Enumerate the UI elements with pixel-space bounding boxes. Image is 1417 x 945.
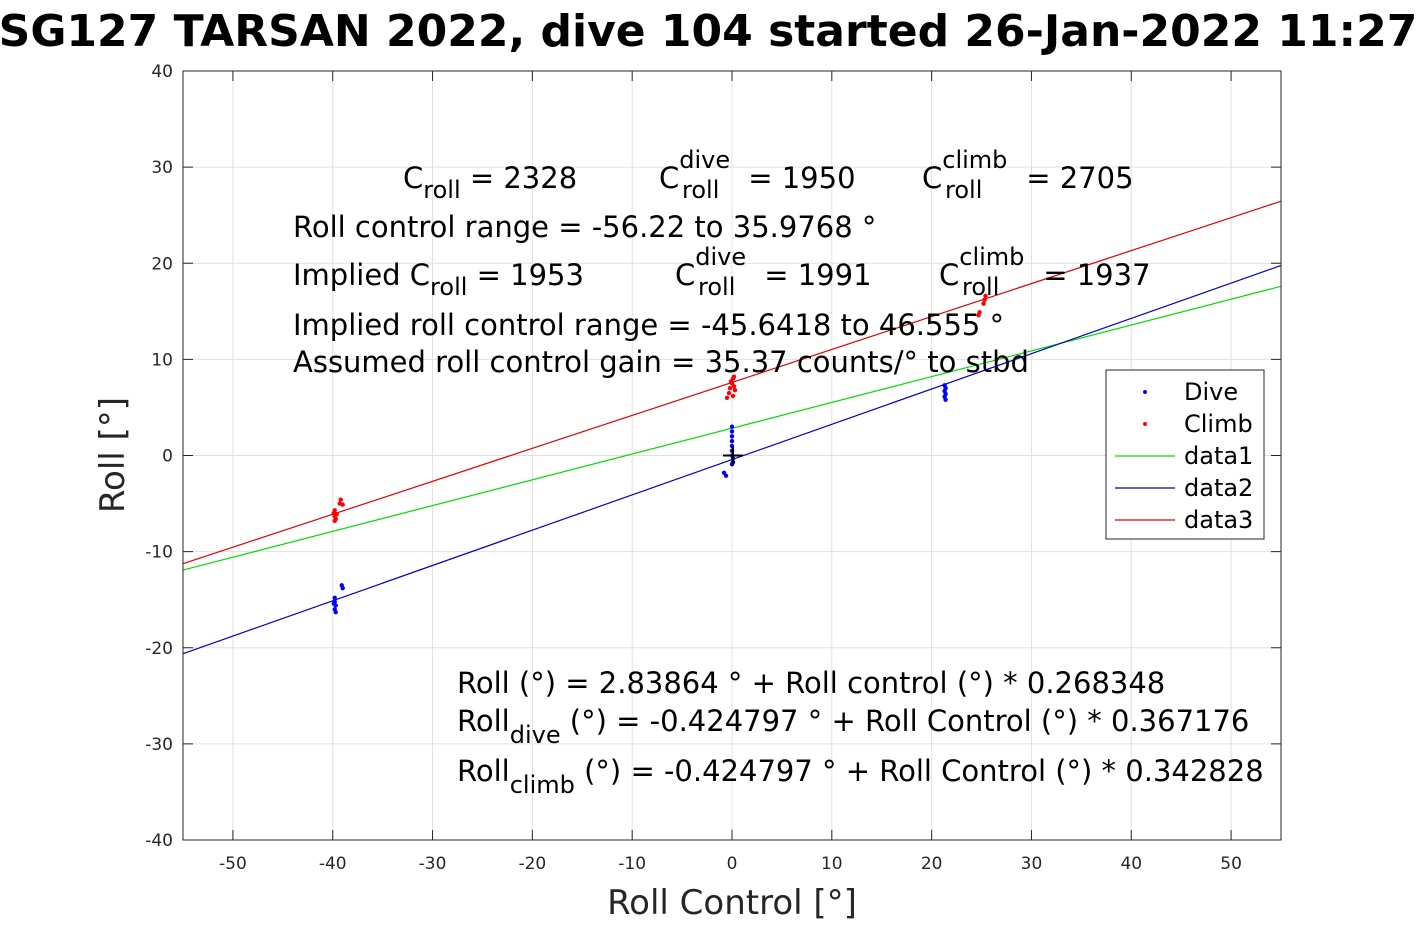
point-dive bbox=[729, 434, 735, 439]
fit-dive-equation: Rolldive (°) = -0.424797 ° + Roll Contro… bbox=[457, 704, 1249, 749]
x-axis-label: Roll Control [°] bbox=[607, 883, 857, 923]
legend-box bbox=[1105, 369, 1265, 540]
y-tick-label: 10 bbox=[151, 350, 173, 370]
c-roll-dive-annotation: Cdive roll = 1950 bbox=[659, 146, 856, 204]
point-dive bbox=[729, 429, 735, 434]
point-climb bbox=[982, 297, 987, 302]
point-climb bbox=[724, 395, 730, 401]
implied-c-roll-climb-annotation: Cclimb roll = 1937 bbox=[939, 243, 1151, 301]
point-climb bbox=[728, 379, 734, 384]
chart-title: SG127 TARSAN 2022, dive 104 started 26-J… bbox=[0, 6, 1417, 57]
x-tick-label: -10 bbox=[618, 854, 646, 874]
c-roll-climb-annotation: Cclimb roll = 2705 bbox=[922, 146, 1134, 204]
point-climb bbox=[332, 518, 337, 524]
point-dive bbox=[729, 438, 735, 444]
point-climb bbox=[731, 374, 737, 379]
point-dive bbox=[723, 473, 729, 478]
point-climb bbox=[731, 384, 737, 389]
point-climb bbox=[981, 301, 986, 306]
x-tick-label: 0 bbox=[727, 854, 738, 874]
fit-all-equation: Roll (°) = 2.83864 ° + Roll control (°) … bbox=[457, 666, 1165, 700]
legend-label-data2: data2 bbox=[1184, 474, 1253, 502]
x-tick-label: -20 bbox=[518, 854, 546, 874]
x-tick-label: 30 bbox=[1021, 854, 1043, 874]
x-tick-label: 20 bbox=[921, 854, 943, 874]
x-tick-label: -40 bbox=[319, 854, 347, 874]
point-climb bbox=[983, 293, 988, 299]
y-tick-label: -40 bbox=[145, 831, 173, 851]
x-tick-label: -50 bbox=[219, 854, 247, 874]
c-roll-annotation: Croll = 2328 bbox=[403, 161, 577, 204]
calibration-annotations: Croll = 2328 Cdive roll = 1950 Cclimb roll… bbox=[293, 146, 1264, 799]
roll-control-range: Roll control range = -56.22 to 35.9768 ° bbox=[293, 210, 876, 244]
point-dive bbox=[943, 397, 948, 402]
point-dive bbox=[331, 601, 336, 606]
point-climb bbox=[338, 497, 343, 502]
fit-climb-equation: Rollclimb (°) = -0.424797 ° + Roll Contr… bbox=[457, 754, 1264, 799]
legend-label-data3: data3 bbox=[1184, 506, 1253, 534]
data-points bbox=[331, 293, 988, 615]
x-tick-label: -30 bbox=[419, 854, 447, 874]
point-climb bbox=[334, 511, 339, 517]
implied-range: Implied roll control range = -45.6418 to… bbox=[293, 308, 1004, 342]
x-tick-label: 50 bbox=[1220, 854, 1242, 874]
legend: Dive Climb data1 data2 data3 bbox=[1105, 369, 1265, 540]
y-tick-label: -30 bbox=[145, 735, 173, 755]
legend-label-climb: Climb bbox=[1184, 410, 1253, 438]
assumed-gain: Assumed roll control gain = 35.37 counts… bbox=[293, 345, 1029, 379]
x-tick-label: 40 bbox=[1120, 854, 1142, 874]
point-dive bbox=[340, 585, 345, 591]
point-dive bbox=[333, 609, 338, 615]
y-tick-label: 20 bbox=[151, 254, 173, 274]
point-climb bbox=[727, 386, 733, 391]
x-tick-label: 10 bbox=[821, 854, 843, 874]
point-climb bbox=[730, 393, 736, 399]
legend-marker-climb bbox=[1143, 422, 1147, 426]
point-climb bbox=[340, 502, 345, 507]
point-dive bbox=[729, 424, 735, 429]
point-dive bbox=[332, 595, 337, 600]
point-climb bbox=[726, 390, 732, 396]
legend-label-dive: Dive bbox=[1184, 378, 1238, 406]
point-climb bbox=[732, 387, 738, 393]
y-tick-label: -10 bbox=[145, 543, 173, 563]
y-tick-label: 30 bbox=[151, 158, 173, 178]
point-climb bbox=[977, 310, 982, 315]
y-tick-label: 0 bbox=[162, 447, 173, 467]
legend-label-data1: data1 bbox=[1184, 442, 1253, 470]
implied-c-roll-dive-annotation: Cdive roll = 1991 bbox=[675, 243, 872, 301]
y-tick-label: -20 bbox=[145, 639, 173, 659]
legend-marker-dive bbox=[1143, 390, 1147, 394]
axis-ticks: -50 -40 -30 -20 -10 0 10 20 30 40 50 -40 -30 -20 -10 0 1… bbox=[145, 62, 1281, 874]
origin-marker bbox=[723, 445, 743, 466]
y-axis-label: Roll [°] bbox=[93, 397, 133, 513]
implied-c-roll-annotation: Implied Croll = 1953 bbox=[293, 258, 584, 301]
y-tick-label: 40 bbox=[151, 62, 173, 82]
